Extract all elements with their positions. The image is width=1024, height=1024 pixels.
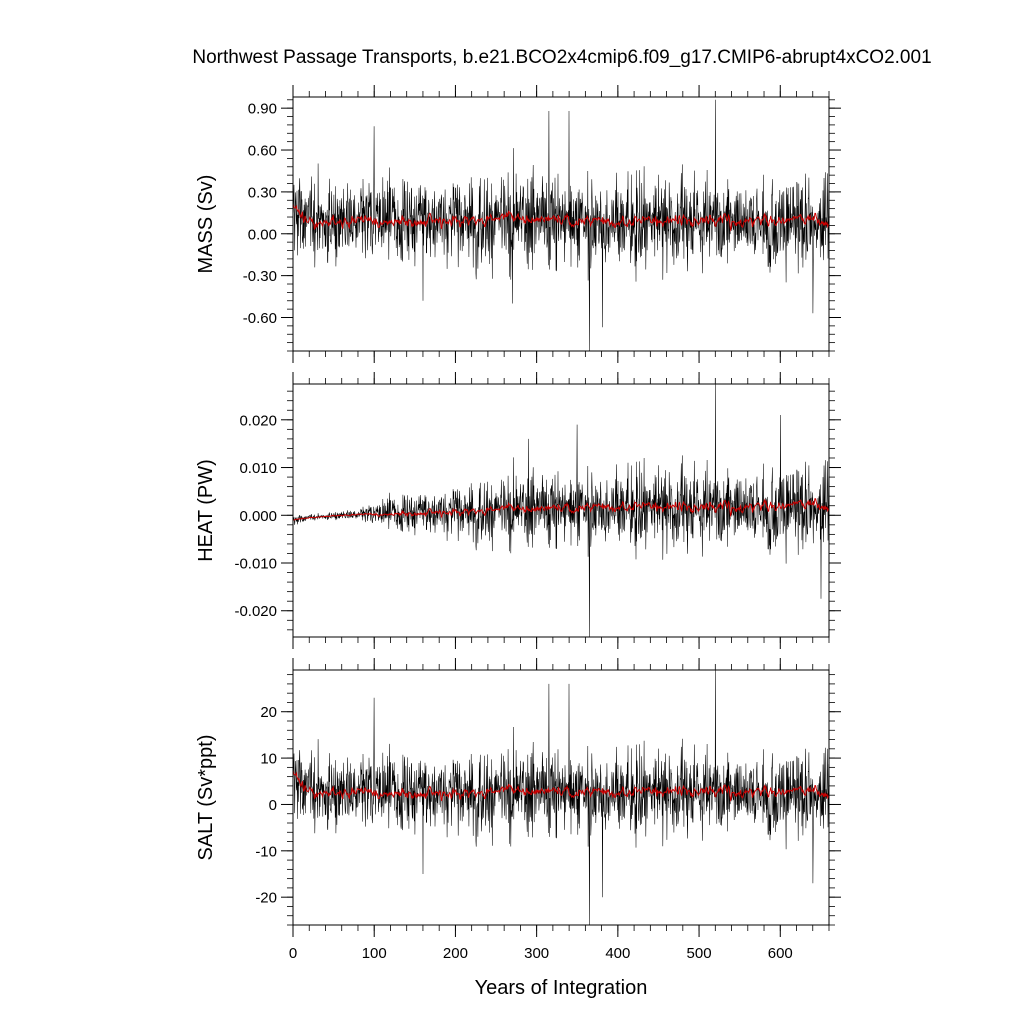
panel-frame	[292, 96, 830, 352]
x-tick-label: 400	[605, 945, 630, 962]
y-tick-label: 0.90	[248, 101, 277, 118]
y-tick-label: 0.00	[248, 226, 277, 243]
x-tick-label: 300	[524, 945, 549, 962]
y-tick-label: -0.60	[243, 310, 277, 327]
x-tick-label: 200	[443, 945, 468, 962]
monthly-transport-line	[292, 669, 830, 926]
y-tick-label: 0.30	[248, 184, 277, 201]
y-tick-label: -20	[255, 890, 277, 907]
x-tick-label: 500	[687, 945, 712, 962]
y-axis-label: HEAT (PW)	[195, 459, 217, 562]
y-tick-label: 0	[269, 797, 277, 814]
x-tick-label: 600	[768, 945, 793, 962]
x-axis-label: Years of Integration	[474, 977, 648, 999]
panel-frame	[292, 383, 830, 638]
chart-title: Northwest Passage Transports, b.e21.BCO2…	[192, 47, 932, 68]
annual-mean-line	[292, 770, 830, 803]
y-tick-label: -10	[255, 843, 277, 860]
y-axis-label: SALT (Sv*ppt)	[195, 735, 217, 861]
annual-mean-line	[292, 498, 830, 521]
y-tick-label: -0.010	[234, 556, 277, 573]
y-tick-label: 10	[260, 751, 277, 768]
monthly-transport-line	[292, 383, 830, 638]
y-axis-label: MASS (Sv)	[195, 175, 217, 274]
x-tick-label: 0	[289, 945, 297, 962]
y-tick-label: 20	[260, 704, 277, 721]
x-tick-label: 100	[362, 945, 387, 962]
y-tick-label: 0.60	[248, 143, 277, 160]
monthly-transport-line	[292, 99, 830, 352]
y-tick-label: 0.020	[239, 412, 277, 429]
y-tick-label: -0.020	[234, 603, 277, 620]
panel-1: -0.60 -0.30 0.00 0.30 0.60 0.90 MASS (Sv)	[195, 85, 841, 363]
y-tick-label: 0.000	[239, 508, 277, 525]
panel-2: -0.020 -0.010 0.000 0.010 0.020 HEAT (PW)	[195, 372, 841, 649]
annual-mean-line	[292, 204, 830, 232]
y-tick-label: 0.010	[239, 460, 277, 477]
panel-frame	[292, 669, 830, 926]
y-tick-label: -0.30	[243, 268, 277, 285]
